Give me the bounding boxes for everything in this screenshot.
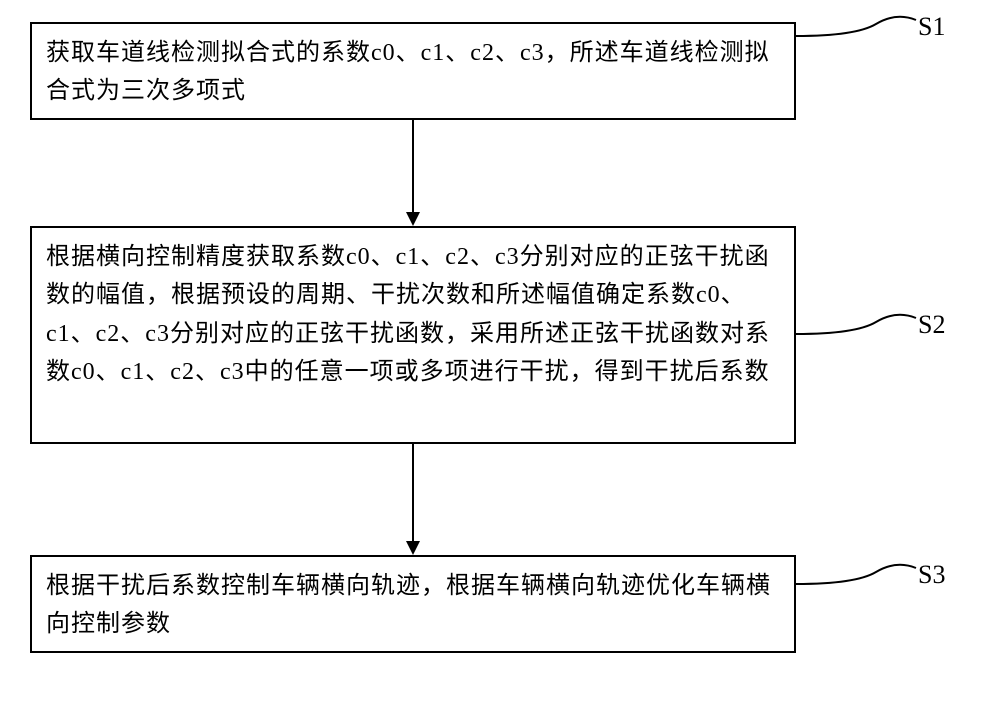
flowchart-node-s1: 获取车道线检测拟合式的系数c0、c1、c2、c3，所述车道线检测拟合式为三次多项…: [30, 22, 796, 120]
step-label-s3: S3: [918, 560, 945, 590]
callout-curve-s2: [796, 304, 926, 354]
step-label-s1: S1: [918, 12, 945, 42]
node-s2-text: 根据横向控制精度获取系数c0、c1、c2、c3分别对应的正弦干扰函数的幅值，根据…: [46, 238, 780, 392]
callout-curve-s1: [796, 6, 926, 56]
arrow-head-s1-s2: [406, 212, 420, 226]
step-label-s2: S2: [918, 310, 945, 340]
arrow-s2-s3: [412, 444, 414, 541]
flowchart-container: 获取车道线检测拟合式的系数c0、c1、c2、c3，所述车道线检测拟合式为三次多项…: [0, 0, 1000, 704]
arrow-head-s2-s3: [406, 541, 420, 555]
node-s3-text: 根据干扰后系数控制车辆横向轨迹，根据车辆横向轨迹优化车辆横向控制参数: [46, 567, 780, 644]
node-s1-text: 获取车道线检测拟合式的系数c0、c1、c2、c3，所述车道线检测拟合式为三次多项…: [46, 34, 780, 111]
callout-curve-s3: [796, 554, 926, 604]
flowchart-node-s2: 根据横向控制精度获取系数c0、c1、c2、c3分别对应的正弦干扰函数的幅值，根据…: [30, 226, 796, 444]
arrow-s1-s2: [412, 120, 414, 212]
flowchart-node-s3: 根据干扰后系数控制车辆横向轨迹，根据车辆横向轨迹优化车辆横向控制参数: [30, 555, 796, 653]
